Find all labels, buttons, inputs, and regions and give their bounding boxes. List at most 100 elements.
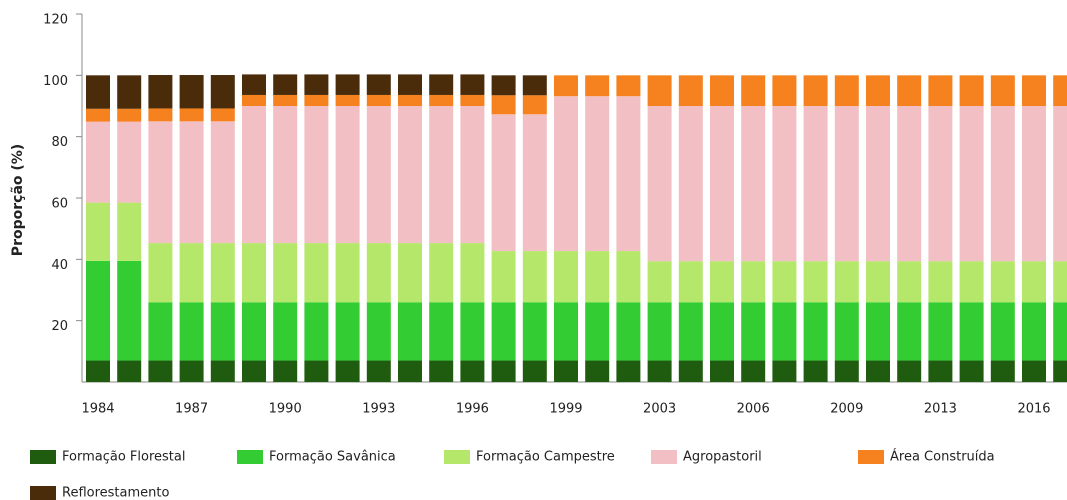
x-tick-label: 1990 — [269, 402, 302, 417]
bar-segment — [335, 360, 360, 382]
bar-segment — [585, 75, 610, 97]
bar-segment — [273, 302, 298, 361]
bar-segment — [678, 106, 703, 262]
bar-segment — [366, 302, 391, 361]
bar-segment — [990, 106, 1015, 262]
x-tick-label: 2016 — [1017, 402, 1050, 417]
bar-segment — [959, 75, 984, 106]
legend-label: Área Construída — [890, 449, 995, 465]
bar-segment — [366, 360, 391, 382]
x-tick-label: 2006 — [737, 402, 770, 417]
bar-segment — [959, 360, 984, 382]
bar-segment — [866, 302, 890, 361]
bar-segment — [242, 302, 266, 361]
bar-segment — [522, 114, 547, 252]
bar-segment — [429, 243, 454, 303]
bar-segment — [429, 360, 454, 382]
bar-segment — [148, 243, 173, 303]
bar-segment — [772, 302, 797, 361]
x-tick-label: 1993 — [362, 402, 395, 417]
bar-segment — [179, 243, 204, 303]
bar-segment — [772, 106, 797, 262]
bar-segment — [741, 106, 766, 262]
x-tick-label: 1996 — [456, 402, 489, 417]
bar-segment — [1053, 106, 1067, 262]
bar-segment — [304, 243, 329, 303]
bar-segment — [678, 302, 703, 361]
bar-segment — [148, 108, 173, 122]
bar-segment — [273, 94, 298, 106]
bar-segment — [1053, 360, 1067, 382]
bar-segment — [1022, 360, 1046, 382]
bar-segment — [897, 360, 922, 382]
bar-segment — [834, 302, 859, 361]
bar-segment — [148, 121, 173, 244]
bar-segment — [242, 243, 266, 303]
bar-segment — [460, 360, 485, 382]
bar-segment — [834, 75, 859, 106]
bar-segment — [866, 360, 890, 382]
bar-segment — [179, 302, 204, 361]
bar-segment — [398, 243, 422, 303]
bar-segment — [928, 75, 953, 106]
bar-segment — [491, 251, 516, 303]
bar-segment — [678, 360, 703, 382]
bar-segment — [710, 75, 734, 106]
bar-segment — [866, 75, 890, 106]
bar-segment — [522, 302, 547, 361]
bar-segment — [86, 121, 110, 203]
bar-segment — [990, 75, 1015, 106]
legend-label: Formação Campestre — [476, 450, 615, 465]
bar-segment — [928, 106, 953, 262]
bar-segment — [585, 360, 610, 382]
bar-segment — [491, 75, 516, 96]
legend-label: Formação Florestal — [62, 450, 185, 465]
bar-segment — [803, 75, 828, 106]
bar-segment — [928, 302, 953, 361]
bar-segment — [366, 243, 391, 303]
bar-segment — [834, 261, 859, 303]
bar-segment — [616, 75, 641, 97]
bar-segment — [866, 106, 890, 262]
bar-segment — [86, 202, 110, 261]
bar-segment — [834, 360, 859, 382]
bar-segment — [460, 74, 485, 95]
x-tick-label: 2009 — [830, 402, 863, 417]
bar-segment — [616, 96, 641, 252]
legend-swatch — [858, 450, 884, 464]
bar-segment — [710, 261, 734, 303]
bar-segment — [366, 94, 391, 106]
bar-segment — [1053, 75, 1067, 106]
bar-segment — [554, 360, 578, 382]
y-tick-label: 60 — [51, 197, 68, 212]
bar-segment — [866, 261, 890, 303]
bar-segment — [117, 75, 142, 109]
bar-segment — [210, 121, 235, 244]
x-tick-label: 1999 — [549, 402, 582, 417]
bar-segment — [803, 302, 828, 361]
x-tick-label: 1984 — [81, 402, 114, 417]
bar-segment — [210, 243, 235, 303]
bar-segment — [117, 121, 142, 203]
bar-segment — [242, 74, 266, 95]
y-axis-label: Proporção (%) — [10, 144, 26, 256]
bar-segment — [1053, 302, 1067, 361]
bar-segment — [616, 302, 641, 361]
bar-segment — [897, 106, 922, 262]
bar-segment — [210, 360, 235, 382]
bar-segment — [335, 243, 360, 303]
bar-segment — [429, 106, 454, 244]
bar-segment — [522, 251, 547, 303]
x-tick-label: 2003 — [643, 402, 676, 417]
bar-segment — [554, 302, 578, 361]
legend-swatch — [237, 450, 263, 464]
bar-segment — [741, 360, 766, 382]
bar-segment — [242, 94, 266, 106]
bar-segment — [460, 302, 485, 361]
bar-segment — [678, 261, 703, 303]
bar-segment — [585, 302, 610, 361]
bar-segment — [803, 106, 828, 262]
bar-segment — [491, 114, 516, 252]
y-tick-label: 20 — [51, 319, 68, 334]
bar-segment — [117, 202, 142, 261]
